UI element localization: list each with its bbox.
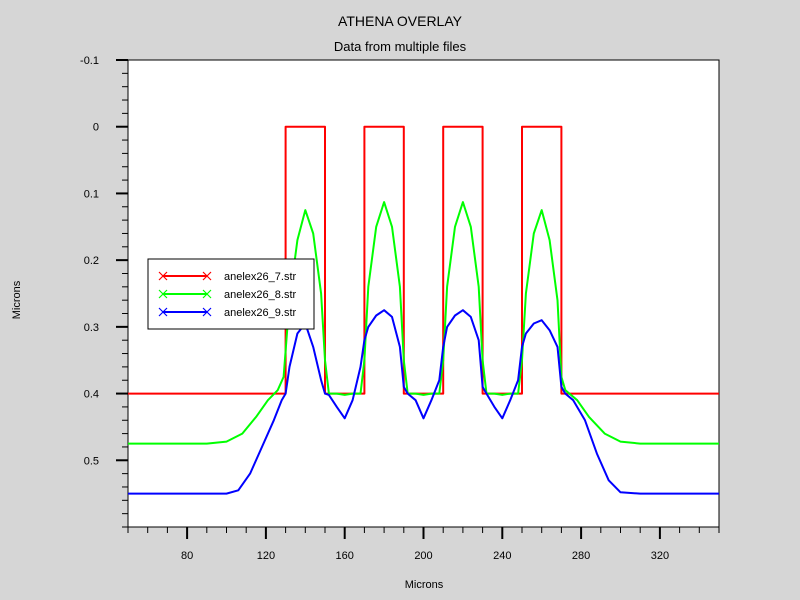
y-tick-label: 0.1: [84, 188, 99, 200]
x-tick-label: 320: [651, 550, 669, 562]
x-tick-label: 80: [181, 550, 193, 562]
chart-title: ATHENA OVERLAY: [338, 13, 463, 29]
legend-marker-icon: [158, 271, 168, 281]
legend-marker-icon: [202, 271, 212, 281]
x-tick-label: 120: [257, 550, 275, 562]
series-line-1: [128, 125, 719, 395]
legend-label: anelex26_8.str: [224, 289, 296, 301]
y-axis: -0.1 0 0.1 0.2 0.3 0.4 0.5: [80, 55, 128, 467]
legend-marker-icon: [158, 307, 168, 317]
legend-label: anelex26_9.str: [224, 307, 296, 319]
x-tick-label: 280: [572, 550, 590, 562]
legend-item: anelex26_7.str: [158, 271, 296, 283]
y-tick-label: 0: [93, 122, 99, 134]
y-tick-label: 0.2: [84, 255, 99, 267]
y-axis-label: Microns: [11, 280, 23, 319]
y-tick-label: -0.1: [80, 55, 99, 67]
legend-marker-icon: [202, 307, 212, 317]
x-tick-label: 240: [493, 550, 511, 562]
series-line-2: [128, 201, 719, 445]
y-tick-label: 0.5: [84, 455, 99, 467]
y-tick-label: 0.4: [84, 389, 99, 401]
legend-item: anelex26_9.str: [158, 307, 296, 319]
x-tick-label: 160: [336, 550, 354, 562]
legend-marker-icon: [202, 289, 212, 299]
x-axis-label: Microns: [405, 579, 444, 591]
legend-marker-icon: [158, 289, 168, 299]
chart-subtitle: Data from multiple files: [334, 39, 467, 54]
x-axis: 80 120 160 200 240 280 320: [181, 527, 669, 562]
legend-item: anelex26_8.str: [158, 289, 296, 301]
legend: anelex26_7.str anelex26_8.str anelex26_9.s…: [147, 258, 315, 330]
x-tick-label: 200: [414, 550, 432, 562]
y-tick-label: 0.3: [84, 322, 99, 334]
legend-label: anelex26_7.str: [224, 271, 296, 283]
